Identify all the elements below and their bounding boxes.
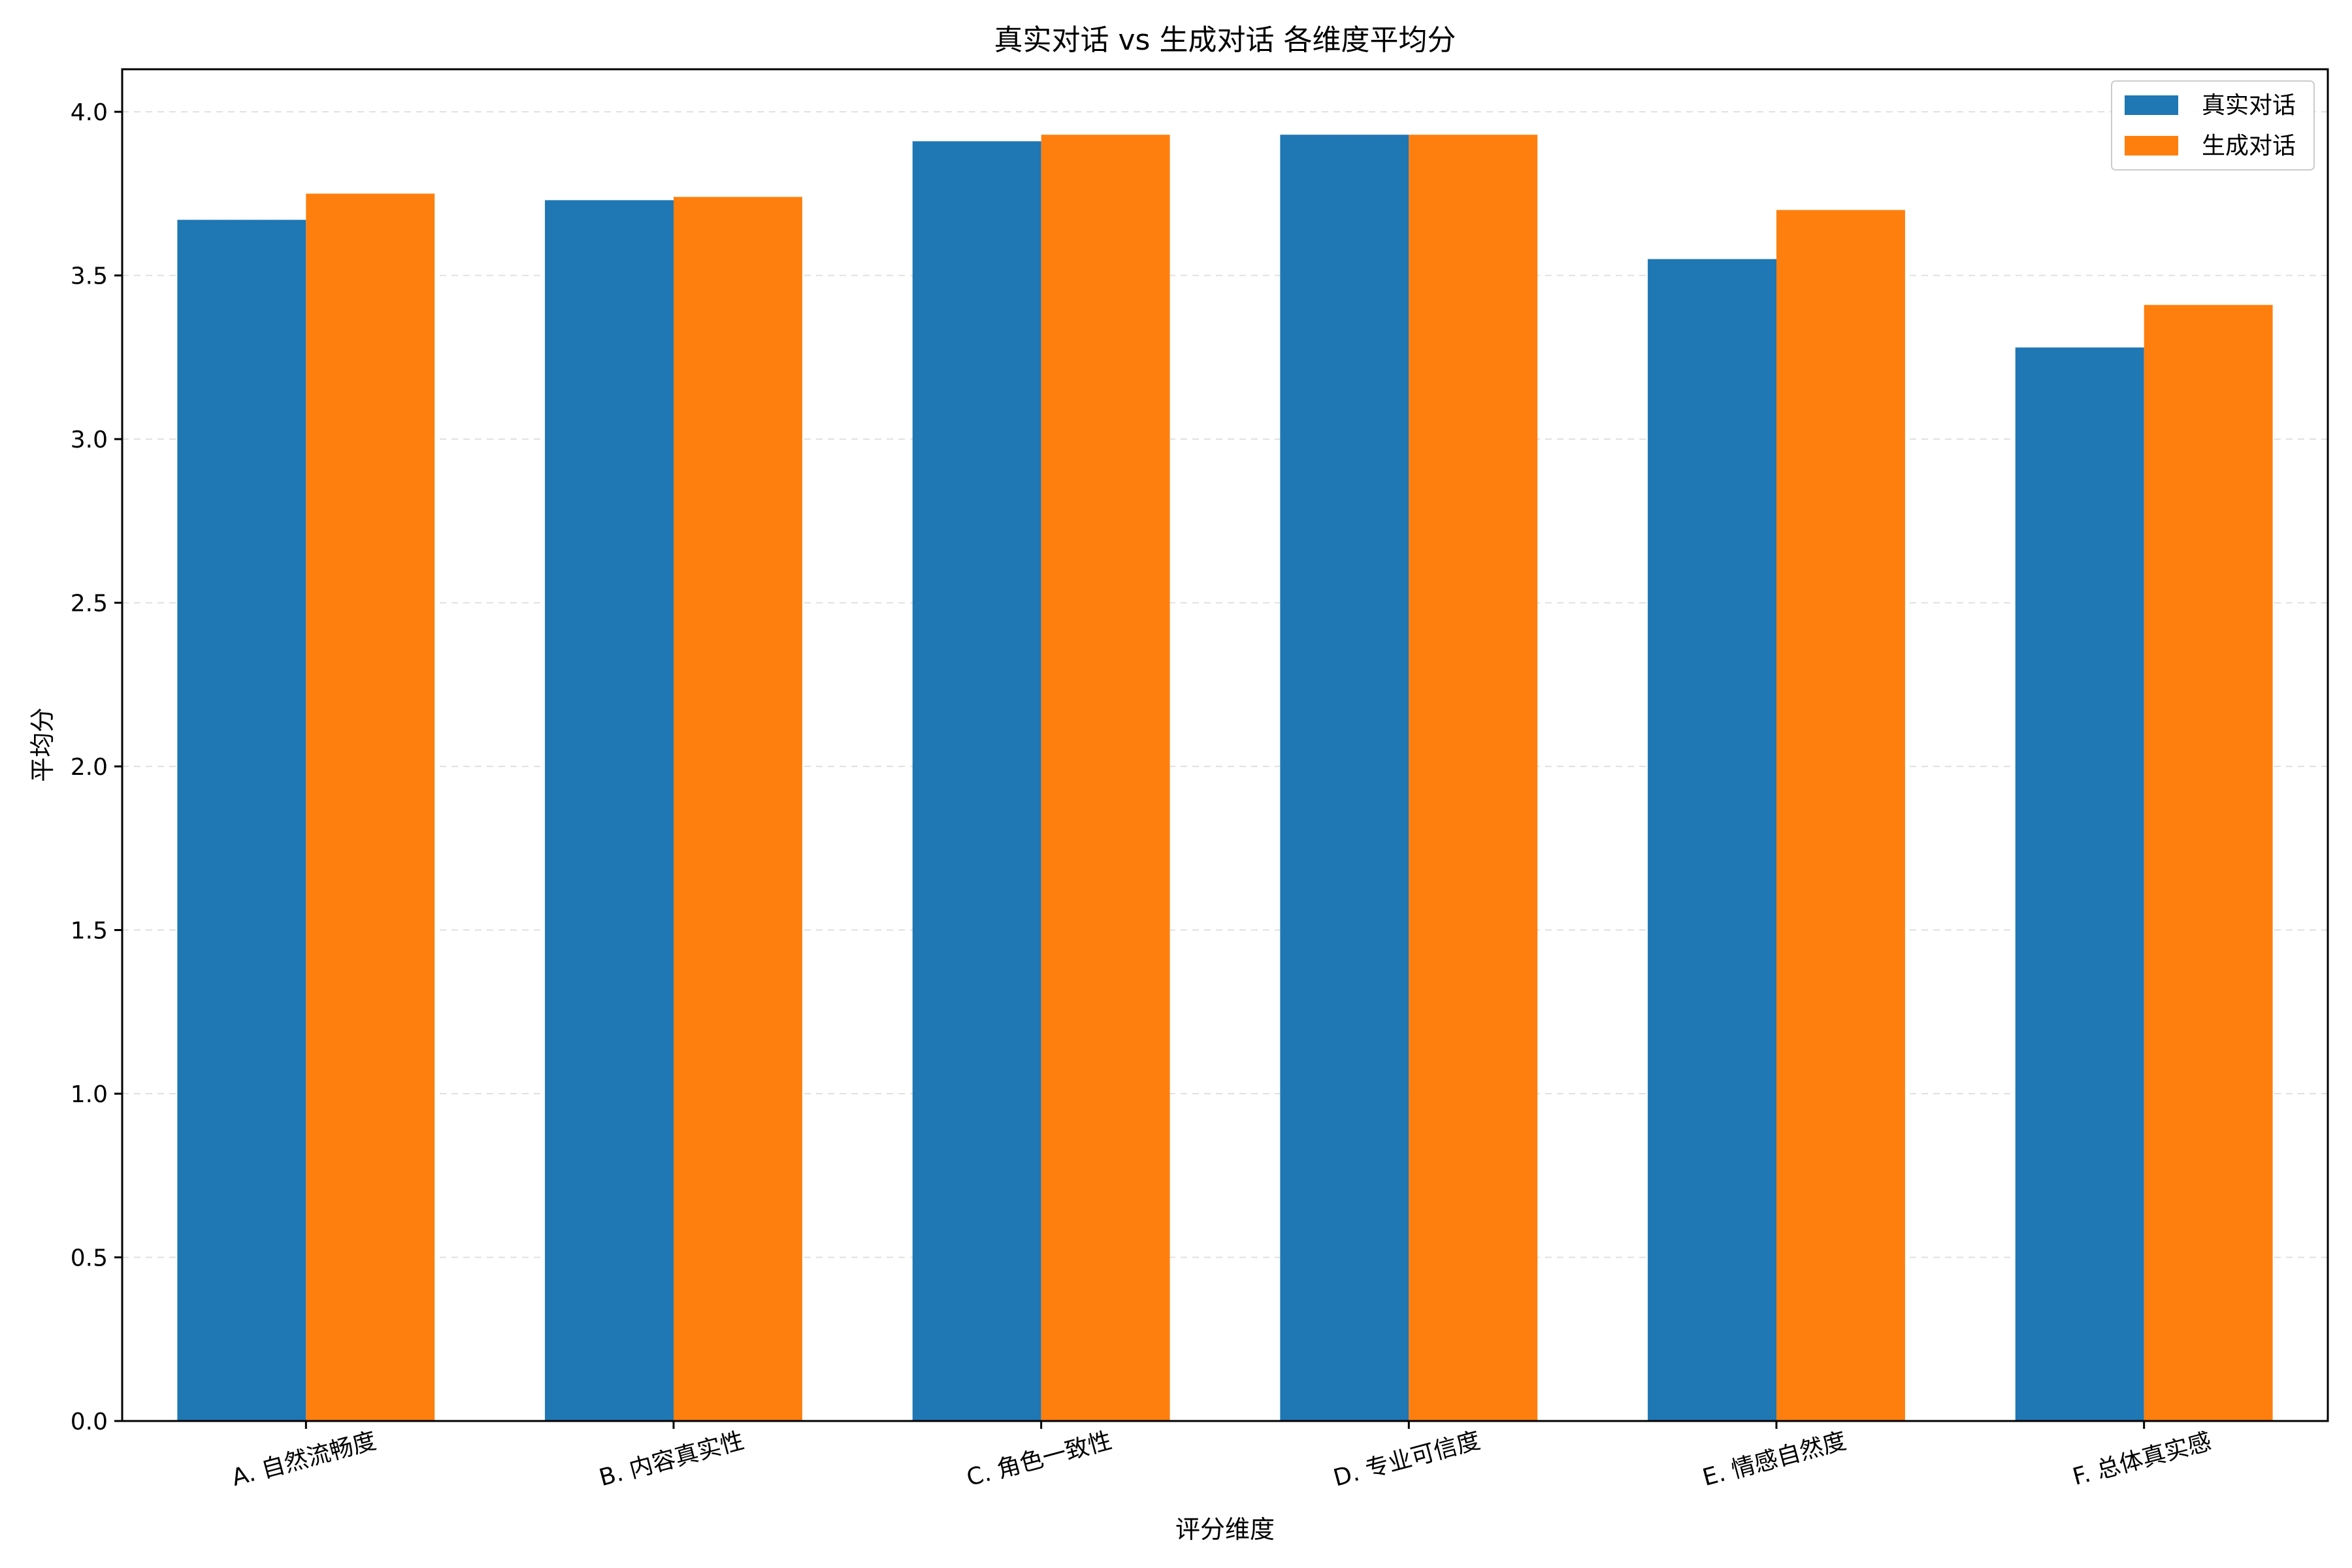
y-tick-label: 2.0 [71,754,108,781]
y-axis: 0.0 0.5 1.0 1.5 2.0 2.5 3.0 3.5 4.0 [71,99,122,1435]
x-tick-label: F. 总体真实感 [2070,1428,2214,1491]
x-tick-label: B. 内容真实性 [596,1428,747,1492]
y-axis-label: 平均分 [28,708,57,782]
y-tick-label: 1.5 [71,918,108,945]
x-tick-label: C. 角色一致性 [964,1428,1115,1492]
y-tick-label: 3.5 [71,263,108,290]
y-tick-label: 2.5 [71,591,108,617]
bar-generated [1041,135,1170,1421]
y-tick-label: 3.0 [71,427,108,453]
bar-generated [1409,135,1538,1421]
bar-generated [2144,304,2273,1422]
bars-layer [177,135,2273,1422]
y-tick-label: 0.5 [71,1245,108,1272]
legend-swatch [2125,95,2178,115]
legend-label: 真实对话 [2202,92,2296,119]
bar-real [177,220,306,1421]
x-axis-label: 评分维度 [1175,1515,1275,1544]
bar-real [2015,347,2144,1421]
x-tick-label: A. 自然流畅度 [229,1428,379,1492]
bar-generated [1776,210,1905,1421]
x-axis: A. 自然流畅度 B. 内容真实性 C. 角色一致性 D. 专业可信度 E. 情感自然度… [229,1421,2214,1492]
chart-title: 真实对话 vs 生成对话 各维度平均分 [994,24,1456,57]
legend-label: 生成对话 [2202,133,2296,159]
bar-real [912,141,1041,1421]
y-tick-label: 0.0 [71,1409,108,1435]
y-tick-label: 4.0 [71,99,108,126]
plot-area-frame [121,68,2329,1422]
x-tick-label: E. 情感自然度 [1700,1428,1850,1492]
grid-layer [122,111,2328,1258]
bar-real [1648,259,1776,1421]
bar-real [1280,135,1409,1421]
bar-generated [674,197,802,1422]
x-tick-label: D. 专业可信度 [1331,1427,1483,1492]
y-tick-label: 1.0 [71,1081,108,1108]
bar-real [545,200,674,1421]
legend-swatch [2125,136,2178,155]
bar-generated [306,193,435,1421]
